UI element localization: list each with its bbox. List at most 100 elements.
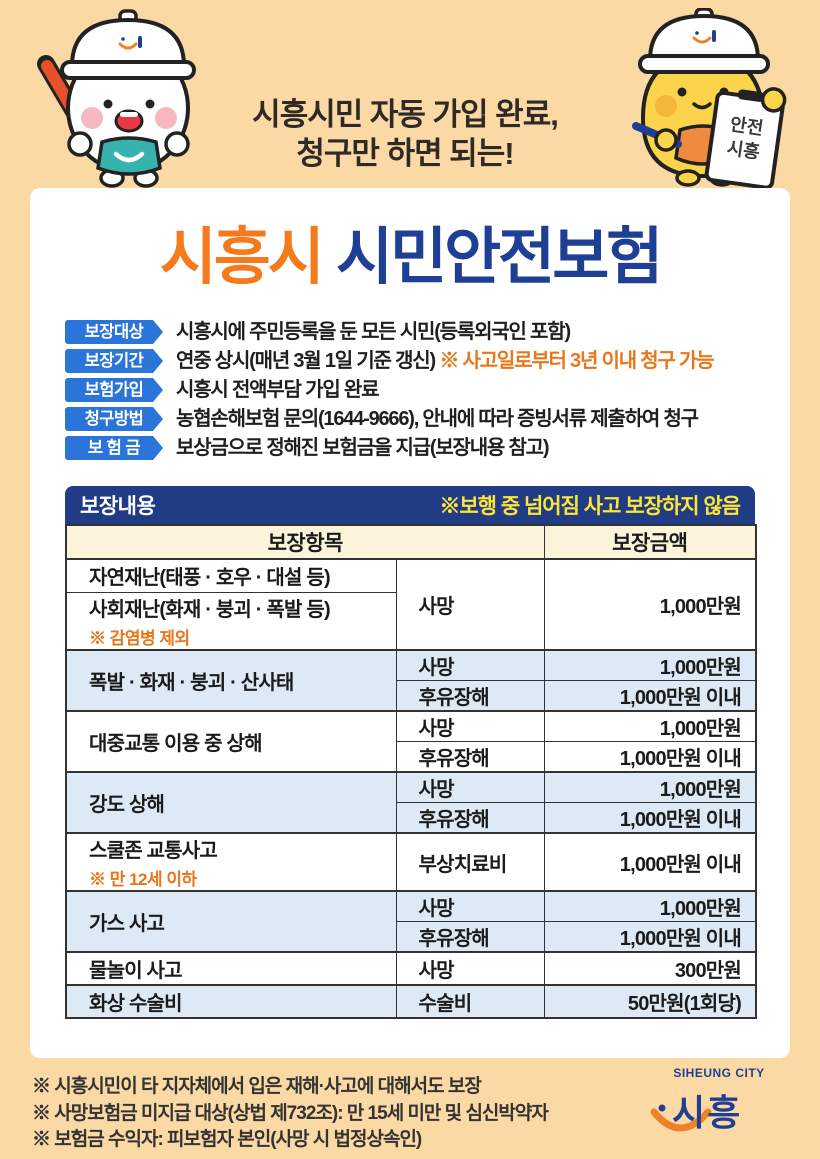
pen-icon xyxy=(632,122,682,152)
cell-amount: 300만원 xyxy=(543,951,757,986)
table-row: 화상 수술비 수술비 50만원(1회당) xyxy=(65,984,757,1019)
cell-amount: 1,000만원 xyxy=(543,890,757,922)
info-text: 시흥시 전액부담 가입 완료 xyxy=(176,378,379,402)
content-card: 시흥시 시민안전보험 보장대상 시흥시에 주민등록을 둔 모든 시민(등록외국인… xyxy=(30,188,790,1058)
cell-item-natural-disaster: 자연재난(태풍 · 호우 · 대설 등) xyxy=(65,558,397,593)
mascot-left-mouth xyxy=(114,109,144,133)
siheung-city-logo: SIHEUNG CITY 시흥 xyxy=(644,1066,794,1146)
info-note-claim-window: ※ 사고일로부터 3년 이내 청구 가능 xyxy=(439,350,714,372)
cell-amount: 1,000만원 xyxy=(543,649,757,681)
logo-mark: 시흥 xyxy=(644,1082,794,1146)
mascot-left-arm xyxy=(67,131,93,157)
cell-type: 후유장해 xyxy=(395,680,545,712)
mascot-left xyxy=(28,8,206,193)
cell-type: 사망 xyxy=(395,890,545,922)
mascot-left-cheek xyxy=(81,107,103,129)
clipboard-text-line2: 시흥 xyxy=(726,137,762,162)
page-title: 시흥시 시민안전보험 xyxy=(30,206,790,296)
cell-amount: 50만원(1회당) xyxy=(543,984,757,1019)
hat-logo xyxy=(118,36,142,50)
logo-smile-arc-icon xyxy=(650,1104,712,1132)
cell-type: 후유장해 xyxy=(395,802,545,834)
table-row: 후유장해 1,000만원 이내 xyxy=(66,921,757,953)
cell-type: 수술비 xyxy=(395,984,545,1019)
footer-notes: ※ 시흥시민이 타 지자체에서 입은 재해·사고에 대해서도 보장 ※ 사망보험… xyxy=(32,1074,652,1154)
info-text: 시흥시에 주민등록을 둔 모든 시민(등록외국인 포함) xyxy=(176,320,571,344)
clipboard-text-line1: 안전 xyxy=(729,114,765,138)
title-city: 시흥시 xyxy=(159,223,325,292)
cell-type: 사망 xyxy=(395,649,545,681)
badge-enrollment: 보험가입 xyxy=(65,378,163,402)
table-row: 후유장해 1,000만원 이내 xyxy=(66,741,757,773)
hard-hat-icon xyxy=(60,9,196,80)
logo-wordmark: SIHEUNG CITY xyxy=(673,1066,765,1080)
cell-amount: 1,000만원 xyxy=(543,710,757,742)
cell-note-age-limit: ※ 만 12세 이하 xyxy=(89,870,197,889)
cell-item-burn-surgery: 화상 수술비 xyxy=(65,984,397,1019)
info-text-value: 연중 상시(매년 3월 1일 기준 갱신) xyxy=(176,350,440,372)
hat-logo xyxy=(692,30,716,44)
cell-item-water-accident: 물놀이 사고 xyxy=(65,951,397,986)
cell-type: 후유장해 xyxy=(395,921,545,953)
slogan-line2: 청구만 하면 되는! xyxy=(296,135,514,171)
cell-item-social-disaster: 사회재난(화재 · 붕괴 · 폭발 등) ※ 감염병 제외 xyxy=(65,591,397,651)
cell-type: 사망 xyxy=(395,951,545,986)
clipboard-icon: 안전 시흥 xyxy=(704,87,787,190)
info-row-claim-method: 청구방법 농협손해보험 문의(1644-9666), 안내에 따라 증빙서류 제… xyxy=(65,407,755,431)
cell-type: 부상치료비 xyxy=(395,832,545,892)
cell-amount: 1,000만원 xyxy=(543,771,757,803)
table-row: 가스 사고 사망 1,000만원 xyxy=(65,890,757,953)
info-text-value: 농협손해보험 문의(1644-9666), 안내에 따라 증빙서류 제출하여 청… xyxy=(176,408,699,430)
coverage-table-header-row: 보장항목 보장금액 xyxy=(65,524,757,560)
cell-amount: 1,000만원 이내 xyxy=(543,741,757,773)
coverage-bar-title: 보장내용 xyxy=(80,495,156,518)
column-header-amount: 보장금액 xyxy=(543,524,757,560)
badge-coverage-period: 보장기간 xyxy=(65,349,163,373)
footer-note-2: ※ 사망보험금 미지급 대상(상법 제732조): 만 15세 미만 및 심신박… xyxy=(32,1102,549,1124)
cell-type: 사망 xyxy=(395,710,545,742)
cell-amount: 1,000만원 xyxy=(543,558,757,651)
cell-type: 사망 xyxy=(395,558,545,651)
table-row: 강도 상해 사망 1,000만원 xyxy=(65,771,757,834)
info-text-value: 시흥시 전액부담 가입 완료 xyxy=(176,379,379,401)
cell-item-robbery: 강도 상해 xyxy=(65,771,397,834)
table-row: 자연재난(태풍 · 호우 · 대설 등) 사망 1,000만원 xyxy=(65,558,757,651)
column-header-item: 보장항목 xyxy=(65,524,545,560)
cell-amount: 1,000만원 이내 xyxy=(543,832,757,892)
info-text-value: 보상금으로 정해진 보험금을 지급(보장내용 참고) xyxy=(176,437,550,459)
mascot-left-apron xyxy=(96,136,162,176)
coverage-bar-note: ※보행 중 넘어짐 사고 보장하지 않음 xyxy=(439,495,741,518)
header: 안전 시흥 시흥시민 자동 가입 완료, 청구만 하면 되는! xyxy=(0,0,820,190)
cell-item-public-transit: 대중교통 이용 중 상해 xyxy=(65,710,397,773)
footer-note-1: ※ 시흥시민이 타 지자체에서 입은 재해·사고에 대해서도 보장 xyxy=(32,1076,482,1097)
mascot-right-mouth xyxy=(692,102,712,110)
table-row: 스쿨존 교통사고 ※ 만 12세 이하 부상치료비 1,000만원 이내 xyxy=(65,832,757,892)
info-text: 보상금으로 정해진 보험금을 지급(보장내용 참고) xyxy=(176,436,550,460)
info-text: 연중 상시(매년 3월 1일 기준 갱신) ※ 사고일로부터 3년 이내 청구 … xyxy=(176,349,715,373)
mascot-right-eye xyxy=(677,87,687,97)
coverage-section: 보장내용 ※보행 중 넘어짐 사고 보장하지 않음 보장항목 보장금액 자연재난… xyxy=(65,486,757,1019)
table-row: 후유장해 1,000만원 이내 xyxy=(66,680,757,712)
cell-item-text: 스쿨존 교통사고 xyxy=(89,840,218,862)
cell-item-text: 사회재난(화재 · 붕괴 · 폭발 등) xyxy=(89,598,331,621)
info-text: 농협손해보험 문의(1644-9666), 안내에 따라 증빙서류 제출하여 청… xyxy=(176,407,699,431)
footer-note-3: ※ 보험금 수익자: 피보험자 본인(사망 시 법정상속인) xyxy=(32,1129,422,1151)
info-list: 보장대상 시흥시에 주민등록을 둔 모든 시민(등록외국인 포함) 보장기간 연… xyxy=(65,320,755,460)
mascot-right-illustration: 안전 시흥 xyxy=(632,7,787,190)
title-insurance-name: 시민안전보험 xyxy=(336,223,663,292)
mascot-left-illustration xyxy=(37,9,196,188)
info-text-value: 시흥시에 주민등록을 둔 모든 시민(등록외국인 포함) xyxy=(176,321,571,343)
info-row-benefit: 보 험 금 보상금으로 정해진 보험금을 지급(보장내용 참고) xyxy=(65,436,755,460)
table-row: 사회재난(화재 · 붕괴 · 폭발 등) ※ 감염병 제외 xyxy=(65,591,756,651)
mascot-right-cheek xyxy=(655,95,677,117)
hard-hat-icon xyxy=(638,7,770,74)
slogan-line1: 시흥시민 자동 가입 완료, xyxy=(252,97,559,132)
header-slogan: 시흥시민 자동 가입 완료, 청구만 하면 되는! xyxy=(210,96,600,174)
cell-item-gas-accident: 가스 사고 xyxy=(65,890,397,953)
logo-hangul-text: 시흥 xyxy=(672,1092,743,1133)
mascot-right: 안전 시흥 xyxy=(608,7,798,193)
cell-type: 후유장해 xyxy=(395,741,545,773)
cell-note-infection-excluded: ※ 감염병 제외 xyxy=(89,628,190,648)
table-row: 물놀이 사고 사망 300만원 xyxy=(65,951,757,986)
